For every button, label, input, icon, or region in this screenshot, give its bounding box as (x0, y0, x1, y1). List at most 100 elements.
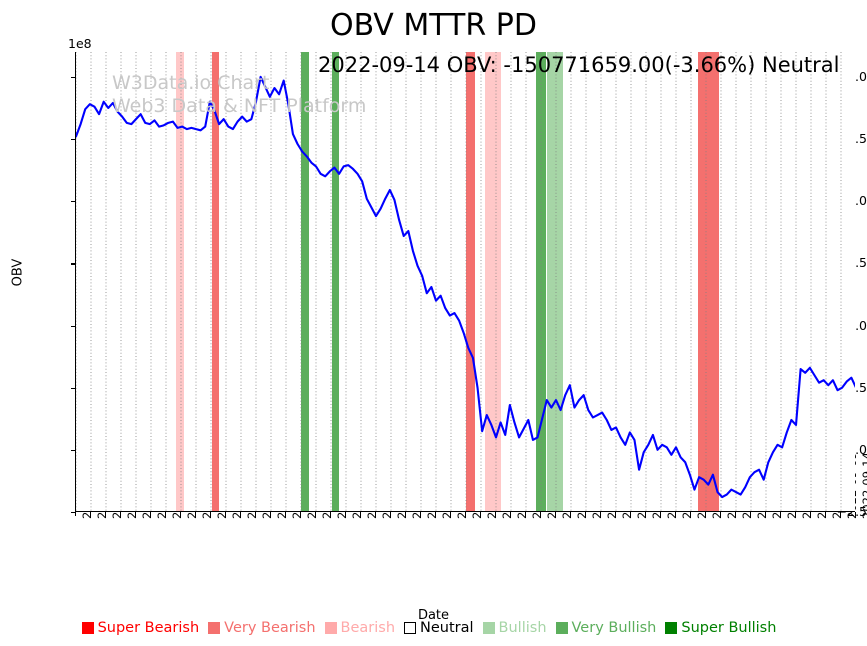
x-axis-tick-mark (390, 512, 392, 516)
x-axis-tick-mark (360, 512, 362, 516)
x-axis-tick-mark (225, 512, 227, 516)
legend-swatch-icon (81, 622, 94, 634)
x-axis-tick-mark (645, 512, 647, 516)
y-axis-tick-mark (71, 512, 75, 514)
legend-swatch-icon (665, 622, 678, 634)
x-axis-tick-mark (855, 512, 857, 516)
x-axis-tick-mark (585, 512, 587, 516)
x-axis-tick-mark (510, 512, 512, 516)
x-axis-tick-mark (405, 512, 407, 516)
y-axis-tick-mark (71, 201, 75, 203)
x-axis-tick-mark (810, 512, 812, 516)
x-axis-tick-mark (105, 512, 107, 516)
signal-band (300, 52, 310, 511)
legend-label: Very Bullish (571, 620, 657, 636)
x-axis-tick-mark (210, 512, 212, 516)
legend-label: Bearish (340, 620, 396, 636)
signal-band (466, 52, 476, 511)
x-axis-tick-mark (300, 512, 302, 516)
y-axis-tick-mark (71, 449, 75, 452)
x-axis-tick-mark (285, 512, 287, 516)
legend-entry[interactable]: Neutral (404, 620, 474, 636)
x-axis-tick-mark (735, 512, 737, 516)
x-axis-tick-mark (630, 512, 632, 516)
x-axis-tick-mark (180, 512, 182, 516)
legend-label: Super Bearish (97, 620, 200, 636)
legend-entry[interactable]: Super Bearish (81, 620, 200, 636)
x-axis-tick-mark (615, 512, 617, 516)
signal-band (547, 52, 564, 511)
legend-entry[interactable]: Bullish (482, 620, 547, 636)
x-axis-tick-label: 2022-09-14 (860, 452, 867, 519)
x-axis-tick-mark (795, 512, 797, 516)
y-axis-tick-mark (71, 76, 75, 79)
x-axis-tick-mark (270, 512, 272, 516)
x-axis-tick-mark (465, 512, 467, 516)
y-axis-tick-mark (71, 387, 75, 389)
legend-swatch-icon (482, 622, 495, 634)
x-axis-tick-mark (720, 512, 722, 516)
legend-entry[interactable]: Very Bullish (555, 620, 657, 636)
x-axis-tick-mark (540, 512, 542, 516)
signal-band (484, 52, 502, 511)
plot-area[interactable] (75, 52, 855, 512)
x-axis-tick-mark (555, 512, 557, 516)
plot-svg (76, 52, 855, 511)
x-axis-tick-mark (120, 512, 122, 516)
x-axis-tick-mark (165, 512, 167, 516)
signal-band (175, 52, 185, 511)
x-axis-tick-mark (600, 512, 602, 516)
x-axis-tick-mark (750, 512, 752, 516)
legend-label: Neutral (420, 620, 474, 636)
y-axis-exponent-label: 1e8 (68, 36, 92, 51)
x-axis-tick-mark (480, 512, 482, 516)
y-axis-title: OBV (10, 258, 26, 287)
cursor-annotation: 2022-09-14 OBV: -150771659.00(-3.66%) Ne… (318, 53, 840, 77)
y-axis-tick-mark (71, 263, 75, 265)
x-axis-tick-mark (525, 512, 527, 516)
x-axis-tick-mark (135, 512, 137, 516)
x-axis-tick-mark (705, 512, 707, 516)
x-axis-tick-mark (780, 512, 782, 516)
gridlines (76, 52, 842, 511)
legend: Super Bearish Very Bearish Bearish Neutral B… (0, 620, 867, 636)
legend-entry[interactable]: Bearish (324, 620, 396, 636)
x-axis-tick-mark (420, 512, 422, 516)
x-axis-tick-mark (150, 512, 152, 516)
x-axis-tick-mark (675, 512, 677, 516)
legend-swatch-icon (324, 622, 337, 634)
chart-title: OBV MTTR PD (330, 8, 537, 43)
y-axis-tick-mark (71, 325, 75, 327)
x-axis-tick-mark (825, 512, 827, 516)
legend-label: Super Bullish (681, 620, 777, 636)
legend-swatch-icon (208, 622, 221, 634)
x-axis-tick-mark (240, 512, 242, 516)
legend-entry[interactable]: Super Bullish (665, 620, 776, 636)
x-axis-tick-mark (840, 512, 842, 516)
x-axis-tick-mark (375, 512, 377, 516)
signal-band (536, 52, 546, 511)
x-axis-tick-mark (570, 512, 572, 516)
obv-series-line (76, 75, 855, 499)
x-axis-tick-mark (660, 512, 662, 516)
x-axis-tick-mark (450, 512, 452, 516)
signal-band (211, 52, 219, 511)
legend-entry[interactable]: Very Bearish (208, 620, 316, 636)
x-axis-tick-mark (330, 512, 332, 516)
legend-swatch-icon (404, 622, 417, 634)
x-axis-title: Date (417, 608, 450, 623)
x-axis-tick-mark (315, 512, 317, 516)
x-axis-tick-mark (495, 512, 497, 516)
x-axis-tick-mark (345, 512, 347, 516)
signal-band (331, 52, 339, 511)
signal-band (698, 52, 719, 511)
x-axis-tick-mark (435, 512, 437, 516)
legend-swatch-icon (555, 622, 568, 634)
x-axis-tick-mark (90, 512, 92, 516)
x-axis-tick-mark (75, 512, 77, 516)
legend-label: Bullish (498, 620, 547, 636)
x-axis-tick-mark (765, 512, 767, 516)
x-axis-tick-mark (255, 512, 257, 516)
y-axis-tick-mark (71, 139, 75, 141)
